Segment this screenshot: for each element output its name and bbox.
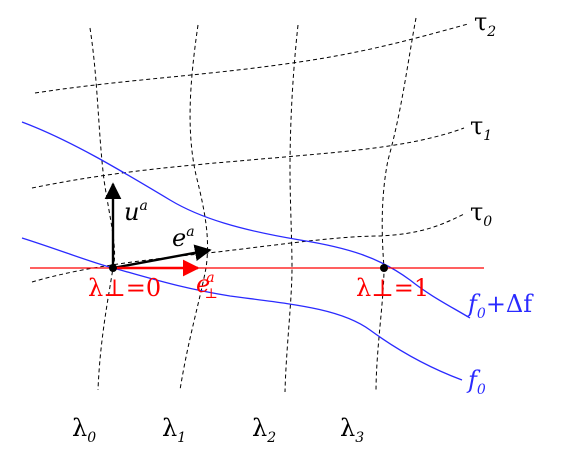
tau1-line — [31, 127, 465, 189]
label-tau2: τ2 — [474, 8, 496, 40]
point-lambda-perp-0 — [109, 264, 117, 272]
tau0-line — [31, 213, 465, 283]
point-lambda-perp-1 — [380, 264, 388, 272]
lambda2-line — [284, 24, 299, 393]
label-lambda3: λ3 — [340, 414, 364, 446]
lambda3-line — [375, 17, 417, 393]
e-vector — [112, 244, 212, 270]
label-lambda2: λ2 — [252, 414, 276, 446]
tau-lines — [31, 23, 469, 283]
tau2-line — [34, 23, 469, 94]
label-f0-plus-delta-f: f0+Δf — [466, 290, 534, 322]
label-tau0: τ0 — [470, 198, 492, 230]
label-tau1: τ1 — [470, 112, 492, 144]
lambda1-line — [179, 24, 208, 391]
label-lambda1: λ1 — [162, 414, 186, 446]
curve-f0 — [21, 237, 463, 381]
label-f0: f0 — [466, 366, 486, 398]
label-e: ea — [172, 224, 195, 252]
label-lambda0: λ0 — [72, 414, 96, 446]
label-lambda-perp-1: λ⊥=1 — [356, 274, 429, 302]
label-e-perp: ea ⊥ — [196, 270, 218, 302]
lambda0-line — [89, 27, 116, 391]
label-u: ua — [124, 198, 148, 226]
curve-f0-plus-delta-f — [21, 121, 471, 319]
lambda-lines — [89, 17, 417, 393]
label-lambda-perp-0: λ⊥=0 — [88, 274, 161, 302]
